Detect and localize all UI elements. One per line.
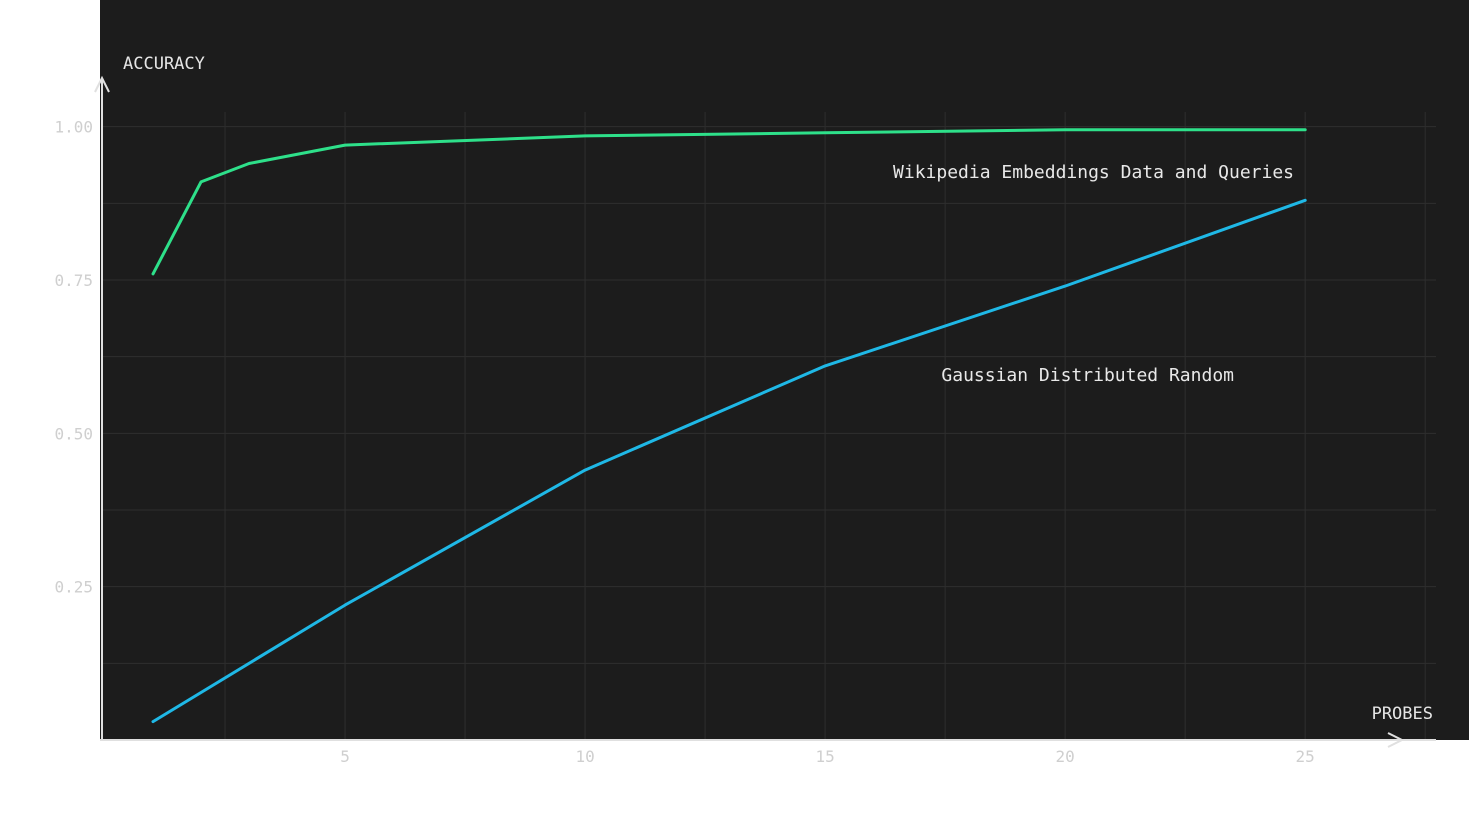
series-line-1 xyxy=(151,128,1307,276)
x-tick-label: 25 xyxy=(1296,747,1315,766)
y-tick-label: 0.50 xyxy=(54,424,93,443)
axes xyxy=(94,75,1436,748)
series-label-1: Wikipedia Embeddings Data and Queries xyxy=(893,162,1294,183)
x-axis-arrow xyxy=(1387,732,1405,748)
y-tick-label: 0.75 xyxy=(54,271,93,290)
series-label-2: Gaussian Distributed Random xyxy=(941,365,1234,386)
x-axis-title: PROBES xyxy=(1372,704,1433,724)
y-tick-label: 1.00 xyxy=(54,118,93,137)
tick-labels: 5 10 15 20 25 0.25 0.50 0.75 1.00 xyxy=(54,118,1314,766)
x-tick-label: 15 xyxy=(815,747,834,766)
y-tick-label: 0.25 xyxy=(54,578,93,597)
y-axis-title: ACCURACY xyxy=(123,54,205,74)
series-line-2 xyxy=(151,198,1307,724)
x-tick-label: 20 xyxy=(1056,747,1075,766)
series-lines xyxy=(151,128,1307,724)
grid xyxy=(102,112,1436,740)
series-labels: Wikipedia Embeddings Data and Queries Gau… xyxy=(893,162,1294,386)
x-tick-label: 5 xyxy=(340,747,350,766)
x-tick-label: 10 xyxy=(575,747,594,766)
y-axis-arrow xyxy=(94,75,110,93)
